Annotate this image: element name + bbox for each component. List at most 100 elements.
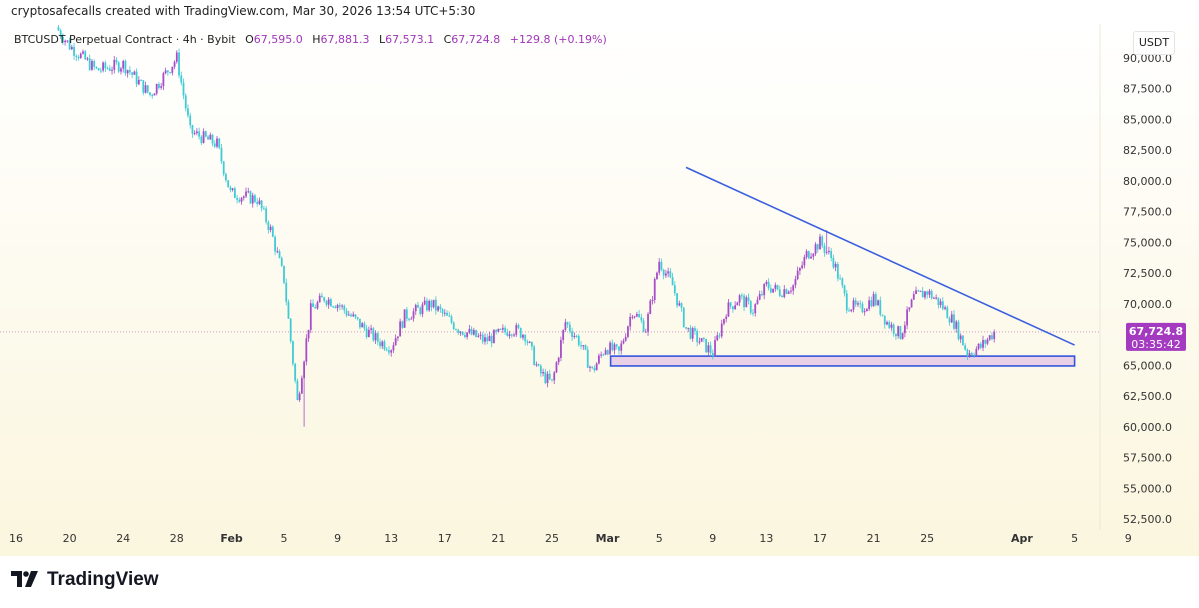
candle-body: [957, 321, 960, 340]
candle-body: [774, 285, 777, 289]
candle-body: [140, 79, 142, 81]
candle-body: [772, 288, 774, 293]
candle-body: [859, 303, 862, 305]
candle-body: [421, 304, 424, 314]
candle-body: [289, 318, 292, 342]
candle-body: [908, 307, 911, 310]
candle-body: [155, 83, 158, 94]
candle-body: [725, 316, 728, 320]
candle-body: [361, 323, 364, 328]
candle-body: [863, 311, 866, 313]
candle-body: [287, 301, 290, 319]
candle-body: [685, 327, 687, 329]
candle-body: [350, 314, 352, 317]
candle-body: [979, 343, 982, 348]
candle-body: [401, 321, 404, 328]
candle-body: [242, 196, 245, 198]
candle-body: [166, 70, 169, 73]
candle-body: [825, 251, 828, 253]
candle-body: [857, 303, 859, 305]
candle-body: [702, 338, 705, 340]
price-tick-label: 90,000.0: [1123, 52, 1172, 65]
time-tick-label: 13: [759, 532, 773, 545]
candle-body: [647, 313, 649, 332]
candle-body: [984, 340, 987, 344]
candle-body: [879, 300, 882, 315]
currency-unit-button[interactable]: USDT: [1133, 31, 1175, 55]
candle-body: [142, 80, 145, 93]
candle-body: [356, 317, 359, 319]
candle-body: [836, 263, 839, 279]
candle-body: [461, 331, 464, 335]
candle-body: [303, 361, 305, 379]
candle-body: [930, 290, 933, 299]
tradingview-logo-icon: [11, 571, 38, 587]
candle-body: [137, 79, 140, 85]
candle-body: [323, 297, 326, 302]
candle-body: [149, 92, 151, 96]
time-tick-label: 9: [334, 532, 341, 545]
candle-body: [490, 335, 493, 344]
candle-body: [819, 236, 821, 250]
candle-body: [296, 380, 299, 401]
candle-body: [263, 208, 265, 210]
time-tick-label: 17: [438, 532, 452, 545]
candle-body: [627, 326, 629, 337]
candle-body: [95, 66, 98, 69]
descending-trendline: [685, 166, 1075, 346]
candle-body: [236, 197, 238, 200]
candle-body: [426, 300, 428, 311]
candle-body: [207, 136, 209, 140]
candle-body: [613, 344, 616, 351]
candle-body: [841, 278, 844, 286]
candle-body: [568, 324, 571, 332]
symbol-title[interactable]: BTCUSDT Perpetual Contract · 4h · Bybit: [14, 33, 236, 46]
candle-body: [845, 293, 848, 311]
last-price-badge: [1126, 322, 1186, 351]
candle-body: [434, 299, 437, 311]
candle-body: [182, 82, 185, 96]
candle-body: [640, 317, 643, 321]
candle-body: [897, 326, 900, 337]
time-tick-label: 25: [545, 532, 559, 545]
candle-body: [642, 320, 645, 332]
candle-body: [691, 328, 694, 339]
candle-body: [450, 316, 453, 323]
candle-body: [285, 282, 288, 302]
candle-body: [620, 343, 623, 351]
candle-body: [338, 305, 341, 307]
candle-body: [513, 334, 515, 336]
candle-body: [397, 336, 399, 339]
candle-body: [312, 303, 314, 308]
candle-body: [370, 328, 372, 330]
chart-area[interactable]: [0, 24, 1199, 556]
candle-body: [966, 349, 969, 357]
candle-body: [388, 350, 390, 353]
candle-body: [803, 257, 806, 266]
candle-body: [861, 304, 864, 313]
candle-body: [441, 309, 444, 314]
candle-body: [276, 251, 279, 253]
candle-body: [982, 340, 984, 348]
candle-body: [790, 290, 792, 292]
candle-body: [247, 191, 250, 193]
low-value: 67,573.1: [385, 33, 435, 46]
candle-body: [493, 330, 495, 344]
candle-body: [937, 297, 940, 306]
time-tick-label: 21: [491, 532, 505, 545]
candle-body: [832, 258, 835, 268]
candle-body: [379, 341, 381, 347]
candle-body: [238, 199, 241, 202]
candle-body: [187, 108, 189, 116]
candle-body: [801, 265, 804, 269]
candle-body: [321, 295, 323, 298]
candle-body: [542, 372, 544, 374]
candle-body: [260, 200, 263, 209]
candle-body: [696, 331, 699, 343]
candle-body: [332, 306, 335, 308]
time-tick-label: 17: [813, 532, 827, 545]
candle-body: [928, 290, 931, 295]
candle-body: [381, 341, 384, 347]
time-tick-label: 5: [1071, 532, 1078, 545]
